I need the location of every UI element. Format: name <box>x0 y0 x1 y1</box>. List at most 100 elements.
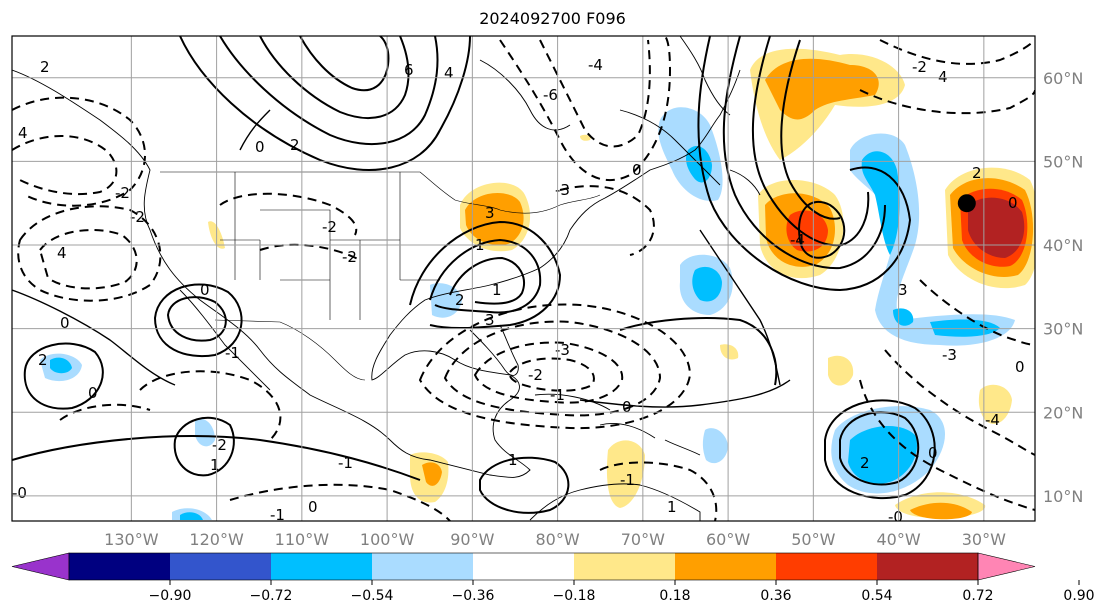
shade-blob <box>180 512 203 520</box>
contour-line <box>919 279 1035 346</box>
coastline-greenland <box>679 36 731 116</box>
longitude-tick-label: 40°W <box>877 530 921 549</box>
contour-label: 4 <box>57 244 67 262</box>
contour-label: 0 <box>622 398 632 416</box>
borders-layer <box>160 171 601 381</box>
colorbar-segment <box>675 553 777 580</box>
coastline-florida <box>469 324 519 376</box>
colorbar-segment <box>473 553 575 580</box>
shade-blob <box>195 418 215 447</box>
contour-line <box>697 36 912 292</box>
colorbar: −0.90 −0.72 −0.54 −0.36 −0.18 0.18 0.36 0.54 0.7… <box>11 552 1095 604</box>
shade-blob <box>828 355 854 386</box>
contour-label: 0 <box>88 384 98 402</box>
coastline-hudson <box>479 59 571 131</box>
colorbar-segment <box>776 553 878 580</box>
shade-blob <box>978 384 1012 424</box>
coastline-labrador <box>619 109 761 196</box>
contour-line <box>443 320 662 417</box>
contour-line <box>479 456 570 514</box>
shade-blob <box>848 425 918 484</box>
contour-line <box>173 416 235 477</box>
contour-line <box>798 200 846 259</box>
contour-line <box>229 483 451 521</box>
contour-label: 0 <box>200 281 210 299</box>
contour-line <box>579 379 791 408</box>
colorbar-tick-label: −0.36 <box>452 588 495 604</box>
contour-line <box>12 134 118 196</box>
longitude-tick-label: 120°W <box>189 530 244 549</box>
contour-line <box>12 289 176 386</box>
contour-line <box>449 256 525 305</box>
colorbar-tick-label: −0.54 <box>351 588 394 604</box>
contour-line <box>473 341 624 404</box>
contour-label: -1 <box>338 454 353 472</box>
contour-label: 4 <box>938 68 948 86</box>
contour-line <box>259 243 361 261</box>
shade-blob <box>893 308 914 326</box>
contour-line <box>12 96 146 207</box>
border-us-canada <box>160 171 601 214</box>
shade-blob <box>702 428 728 464</box>
coastline-north-america <box>12 69 741 478</box>
state-borders <box>220 172 440 320</box>
coastline-baja <box>179 289 271 391</box>
colorbar-segment <box>69 553 171 580</box>
map-panel: 2 4 -2 0 -2 3 1 6 4 -6 -4 0 2 -2 1 3 -3 … <box>12 36 1035 526</box>
contour-label: 0 <box>1008 194 1018 212</box>
contour-line <box>780 39 841 220</box>
colorbar-tick-label: −0.18 <box>553 588 596 604</box>
contour-line <box>751 36 870 247</box>
contour-label: 2 <box>290 136 300 154</box>
contour-label: 3 <box>898 281 908 299</box>
shade-blob <box>465 192 524 246</box>
shade-blob <box>910 502 972 520</box>
colorbar-tick-label: 0.18 <box>659 588 690 604</box>
longitude-tick-label: 130°W <box>104 530 159 549</box>
longitude-tick-label: 70°W <box>621 530 665 549</box>
contour-label: -2 <box>322 218 337 236</box>
contour-label: 0 <box>60 314 70 332</box>
contour-label: -6 <box>543 86 558 104</box>
shade-blob <box>606 440 645 508</box>
contour-label: 2 <box>40 58 50 76</box>
contour-labels: 2 4 -2 0 -2 3 1 6 4 -6 -4 0 2 -2 1 3 -3 … <box>12 56 1025 526</box>
contour-label: 0 <box>308 498 318 516</box>
coastline-layer <box>12 36 761 521</box>
coastline-south-america <box>529 483 701 521</box>
contour-label: -4 <box>985 411 1000 429</box>
latitude-tick-label: 30°N <box>1043 320 1083 339</box>
contour-line <box>884 349 1035 456</box>
contour-line <box>219 36 439 146</box>
shade-blob <box>422 462 442 486</box>
shade-blob <box>580 134 591 141</box>
contour-line <box>219 192 358 236</box>
longitude-tick-label: 110°W <box>275 530 330 549</box>
contour-label: 1 <box>492 281 502 299</box>
contour-line <box>409 220 562 330</box>
contour-line <box>17 205 162 302</box>
contour-label: 0 <box>1015 358 1025 376</box>
contour-label: -0 <box>888 508 903 526</box>
contour-label: 1 <box>667 498 677 516</box>
contour-label: -1 <box>225 344 240 362</box>
colorbar-extend-low <box>11 552 70 581</box>
contour-label: 2 <box>38 351 48 369</box>
location-marker <box>957 194 976 213</box>
longitude-tick-label: 30°W <box>962 530 1006 549</box>
gridlines <box>12 36 1035 521</box>
contour-label: 3 <box>485 311 495 329</box>
contour-label: 1 <box>508 451 518 469</box>
contour-label: 0 <box>255 138 265 156</box>
longitude-tick-label: 90°W <box>450 530 494 549</box>
longitude-tick-label: 100°W <box>360 530 415 549</box>
contour-label: -3 <box>555 181 570 199</box>
map-frame <box>11 35 1036 522</box>
contours-positive <box>12 36 936 514</box>
contour-line <box>153 283 243 357</box>
contour-label: -3 <box>555 341 570 359</box>
coastline-caribbean <box>534 393 701 456</box>
contour-label: 2 <box>972 164 982 182</box>
contour-line <box>59 403 151 421</box>
